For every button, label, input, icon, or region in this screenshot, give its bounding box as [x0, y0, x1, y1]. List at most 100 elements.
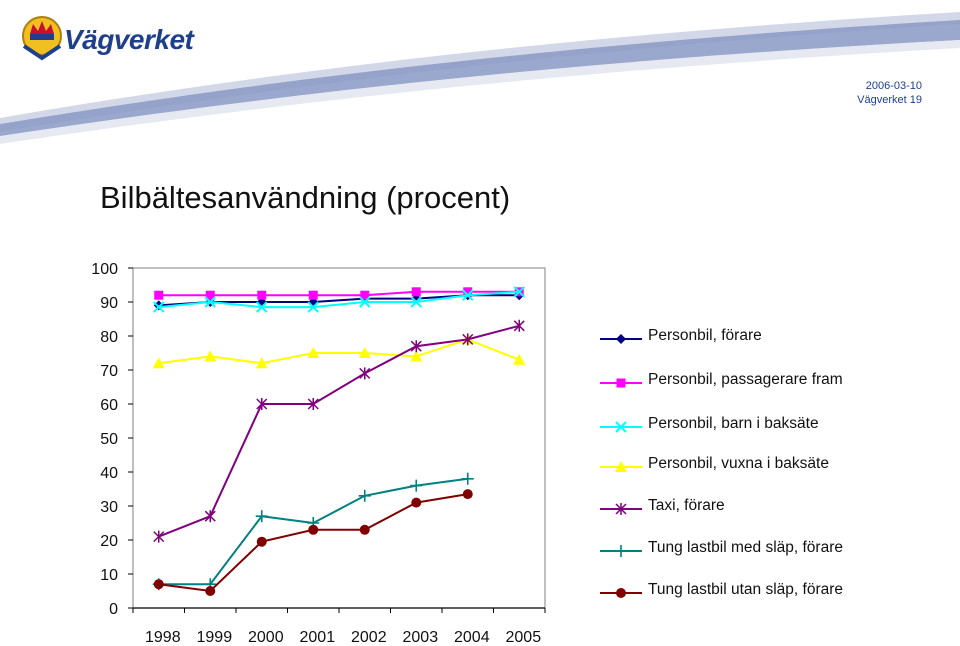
data-point [615, 545, 627, 557]
data-point [307, 347, 320, 358]
y-tick-label: 30 [100, 499, 118, 516]
x-tick-label: 2001 [300, 629, 336, 646]
data-point [410, 479, 423, 492]
data-point [462, 289, 474, 301]
legend-label: Personbil, vuxna i baksäte [648, 455, 829, 472]
data-point [205, 290, 215, 300]
chart-title: Bilbältesanvändning (procent) [100, 180, 511, 215]
data-point [461, 472, 474, 485]
data-point [616, 334, 626, 344]
data-point [360, 290, 370, 300]
data-point [410, 296, 422, 308]
data-point [255, 357, 268, 369]
data-point [359, 296, 371, 308]
source-label: Vägverket [857, 94, 907, 106]
x-tick-label: 2002 [351, 629, 387, 646]
y-tick-label: 40 [100, 465, 118, 482]
y-tick-label: 100 [91, 261, 118, 278]
y-tick-label: 60 [100, 397, 118, 414]
data-point [153, 579, 164, 590]
legend-label: Personbil, förare [648, 327, 762, 344]
series-line [158, 290, 520, 297]
y-tick-label: 50 [100, 431, 118, 448]
y-tick-label: 0 [109, 601, 118, 618]
legend-swatch [600, 421, 642, 433]
series-3 [153, 286, 525, 313]
data-point [616, 378, 626, 388]
data-point [308, 290, 318, 300]
legend-swatch [600, 334, 642, 344]
slide-footer: Vägverket 19 [857, 93, 922, 107]
data-point [462, 333, 474, 346]
data-point [615, 421, 627, 433]
data-point [359, 524, 370, 535]
brand-name: Vägverket [64, 24, 194, 55]
x-tick-label: 2000 [248, 629, 284, 646]
legend-swatch [600, 588, 642, 598]
legend-swatch [600, 461, 642, 472]
data-point [307, 398, 319, 410]
legend-swatch [600, 503, 642, 515]
plot-area [132, 267, 546, 609]
y-tick-label: 90 [100, 295, 118, 312]
x-tick-label: 2005 [506, 629, 542, 646]
x-tick-label: 1998 [145, 629, 181, 646]
slide-meta: 2006-03-10 Vägverket 19 [857, 79, 922, 107]
crown-logo-icon [22, 16, 62, 61]
data-point [411, 497, 422, 508]
data-point [513, 286, 525, 298]
series-5 [153, 319, 525, 543]
data-point [204, 510, 216, 523]
data-point [359, 367, 371, 380]
x-tick-label: 2003 [403, 629, 439, 646]
legend-label: Tung lastbil med släp, förare [648, 539, 843, 556]
data-point [153, 301, 165, 313]
y-tick-label: 10 [100, 567, 118, 584]
data-point [513, 319, 525, 332]
data-point [615, 461, 627, 472]
slide-date: 2006-03-10 [865, 80, 922, 92]
data-point [615, 503, 627, 515]
data-point [255, 510, 268, 523]
page-number: 19 [909, 94, 922, 106]
legend-label: Taxi, förare [648, 497, 725, 514]
header-banner [0, 12, 960, 144]
data-point [462, 489, 473, 500]
legend-label: Tung lastbil utan släp, förare [648, 581, 844, 598]
data-point [256, 536, 267, 547]
data-point [256, 301, 268, 313]
data-point [616, 588, 626, 598]
legend-label: Personbil, passagerare fram [648, 371, 843, 388]
data-point [205, 586, 216, 596]
data-point [308, 524, 319, 535]
y-tick-label: 20 [100, 533, 118, 550]
x-tick-label: 2004 [454, 629, 490, 646]
series-line [158, 324, 520, 538]
data-point [358, 347, 371, 358]
data-point [410, 350, 423, 362]
y-tick-label: 80 [100, 329, 118, 346]
series-line [158, 290, 520, 309]
data-point [463, 287, 473, 297]
data-point [257, 290, 267, 300]
x-tick-label: 1999 [197, 629, 233, 646]
legend-swatch [600, 545, 642, 557]
data-point [204, 350, 217, 362]
data-point [307, 301, 319, 313]
data-point [153, 530, 165, 543]
data-point [153, 300, 164, 311]
y-tick-label: 70 [100, 363, 118, 380]
data-point [513, 353, 526, 365]
series-7 [153, 489, 473, 596]
data-point [411, 287, 421, 297]
legend-label: Personbil, barn i baksäte [648, 415, 819, 432]
data-point [204, 296, 216, 308]
data-point [256, 398, 268, 410]
data-point [154, 290, 164, 300]
data-point [358, 489, 371, 502]
data-point [410, 340, 422, 353]
legend-swatch [600, 378, 642, 388]
data-point [152, 357, 165, 369]
series-line [158, 338, 520, 365]
